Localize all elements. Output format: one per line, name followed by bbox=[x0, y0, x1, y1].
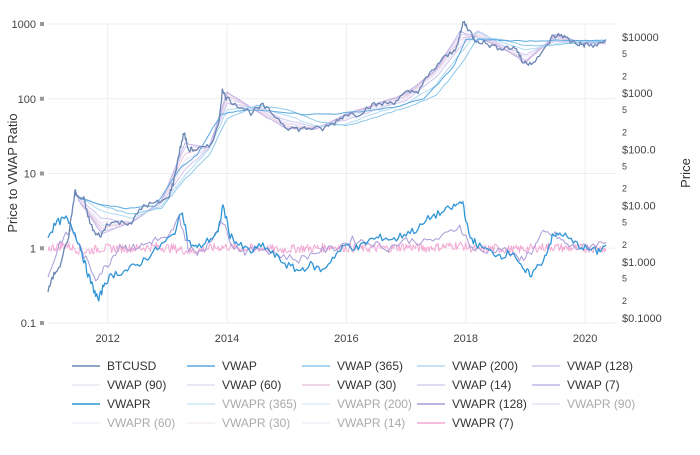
y-tick-label-right: $100.0 bbox=[622, 144, 656, 156]
legend-label: VWAPR (7) bbox=[452, 416, 514, 430]
legend-item[interactable]: VWAPR bbox=[72, 397, 151, 411]
y-minor-label-right: 5 bbox=[622, 49, 627, 59]
legend-item[interactable]: BTCUSD bbox=[72, 359, 157, 373]
y-minor-label-right: 5 bbox=[622, 161, 627, 171]
legend-item[interactable]: VWAP (200) bbox=[417, 359, 518, 373]
y-axis-title-right: Price bbox=[678, 158, 693, 188]
legend: BTCUSD VWAP VWAP (365) VWAP (200) VWAP (128)… bbox=[72, 359, 635, 430]
legend-label: VWAP (60) bbox=[222, 378, 281, 392]
legend-item[interactable]: VWAPR (128) bbox=[417, 397, 527, 411]
y-tick-marker bbox=[40, 22, 44, 26]
series-line-vwap-90 bbox=[77, 31, 607, 224]
legend-label: VWAPR (365) bbox=[222, 397, 297, 411]
y-minor-label-right: 2 bbox=[622, 296, 627, 306]
y-axis-title-left: Price to VWAP Ratio bbox=[5, 113, 20, 232]
y-minor-label-right: 5 bbox=[622, 274, 627, 284]
series-line-vwapr-128 bbox=[47, 214, 607, 282]
y-tick-marker bbox=[40, 321, 44, 325]
legend-label: VWAPR (90) bbox=[567, 397, 635, 411]
y-tick-marker bbox=[40, 171, 44, 176]
x-tick-label: 2014 bbox=[215, 333, 239, 345]
legend-item[interactable]: VWAPR (200) bbox=[302, 397, 412, 411]
legend-label: VWAPR (30) bbox=[222, 416, 290, 430]
legend-label: VWAPR (60) bbox=[107, 416, 175, 430]
legend-item[interactable]: VWAP bbox=[187, 359, 257, 373]
series-line-vwapr bbox=[47, 201, 607, 302]
x-tick-label: 2012 bbox=[95, 333, 119, 345]
legend-label: VWAPR (128) bbox=[452, 397, 527, 411]
y-tick-label-right: $10000 bbox=[622, 32, 659, 44]
y-tick-label-left: 1 bbox=[30, 243, 36, 255]
legend-item[interactable]: VWAPR (30) bbox=[187, 416, 290, 430]
legend-item[interactable]: VWAP (90) bbox=[72, 378, 166, 392]
legend-label: VWAPR (14) bbox=[337, 416, 405, 430]
y-minor-label-right: 2 bbox=[622, 71, 627, 81]
legend-label: VWAPR bbox=[107, 397, 151, 411]
legend-label: VWAPR (200) bbox=[337, 397, 412, 411]
y-tick-label-left: 0.1 bbox=[21, 318, 36, 330]
y-minor-label-right: 2 bbox=[622, 127, 627, 137]
legend-item[interactable]: VWAPR (365) bbox=[187, 397, 297, 411]
legend-label: VWAP (14) bbox=[452, 378, 511, 392]
legend-item[interactable]: VWAPR (60) bbox=[72, 416, 175, 430]
legend-label: VWAP (365) bbox=[337, 359, 403, 373]
y-tick-label-left: 10 bbox=[24, 169, 36, 181]
legend-item[interactable]: VWAP (60) bbox=[187, 378, 281, 392]
series-line-vwap-365 bbox=[77, 38, 607, 215]
legend-label: BTCUSD bbox=[107, 359, 157, 373]
legend-item[interactable]: VWAP (128) bbox=[532, 359, 633, 373]
y-tick-label-left: 1000 bbox=[12, 19, 36, 31]
series-layer bbox=[47, 20, 607, 302]
legend-label: VWAP (90) bbox=[107, 378, 166, 392]
x-tick-label: 2018 bbox=[454, 333, 478, 345]
legend-label: VWAP (128) bbox=[567, 359, 633, 373]
legend-item[interactable]: VWAP (14) bbox=[417, 378, 511, 392]
y-tick-label-right: $0.1000 bbox=[622, 313, 662, 325]
legend-label: VWAP (30) bbox=[337, 378, 396, 392]
legend-item[interactable]: VWAPR (14) bbox=[302, 416, 405, 430]
legend-item[interactable]: VWAP (365) bbox=[302, 359, 403, 373]
series-line-vwap-60 bbox=[77, 32, 607, 226]
y-tick-label-right: $10.00 bbox=[622, 201, 656, 213]
series-line-btcusd bbox=[47, 20, 607, 293]
axes-layer: 2012 2014 2016 2018 2020 0.1 1 10 100 1000 $0.1000… bbox=[12, 19, 662, 345]
y-minor-label-right: 5 bbox=[622, 105, 627, 115]
legend-label: VWAP bbox=[222, 359, 257, 373]
x-tick-label: 2016 bbox=[334, 333, 358, 345]
y-minor-label-right: 2 bbox=[622, 184, 627, 194]
y-minor-label-right: 2 bbox=[622, 240, 627, 250]
y-tick-marker bbox=[40, 96, 44, 101]
legend-item[interactable]: VWAPR (7) bbox=[417, 416, 514, 430]
grid-layer bbox=[48, 23, 615, 324]
x-tick-label: 2020 bbox=[573, 333, 597, 345]
series-line-vwap bbox=[77, 38, 607, 210]
series-line-vwap-7 bbox=[77, 30, 606, 235]
y-tick-label-right: $1000 bbox=[622, 88, 653, 100]
y-tick-marker bbox=[40, 246, 44, 251]
legend-item[interactable]: VWAP (7) bbox=[532, 378, 620, 392]
series-line-vwapr-7 bbox=[47, 241, 607, 255]
legend-label: VWAP (7) bbox=[567, 378, 620, 392]
legend-item[interactable]: VWAPR (90) bbox=[532, 397, 635, 411]
y-tick-label-left: 100 bbox=[18, 94, 36, 106]
legend-label: VWAP (200) bbox=[452, 359, 518, 373]
y-minor-label-right: 5 bbox=[622, 218, 627, 228]
legend-item[interactable]: VWAP (30) bbox=[302, 378, 396, 392]
y-tick-label-right: $1.000 bbox=[622, 257, 656, 269]
